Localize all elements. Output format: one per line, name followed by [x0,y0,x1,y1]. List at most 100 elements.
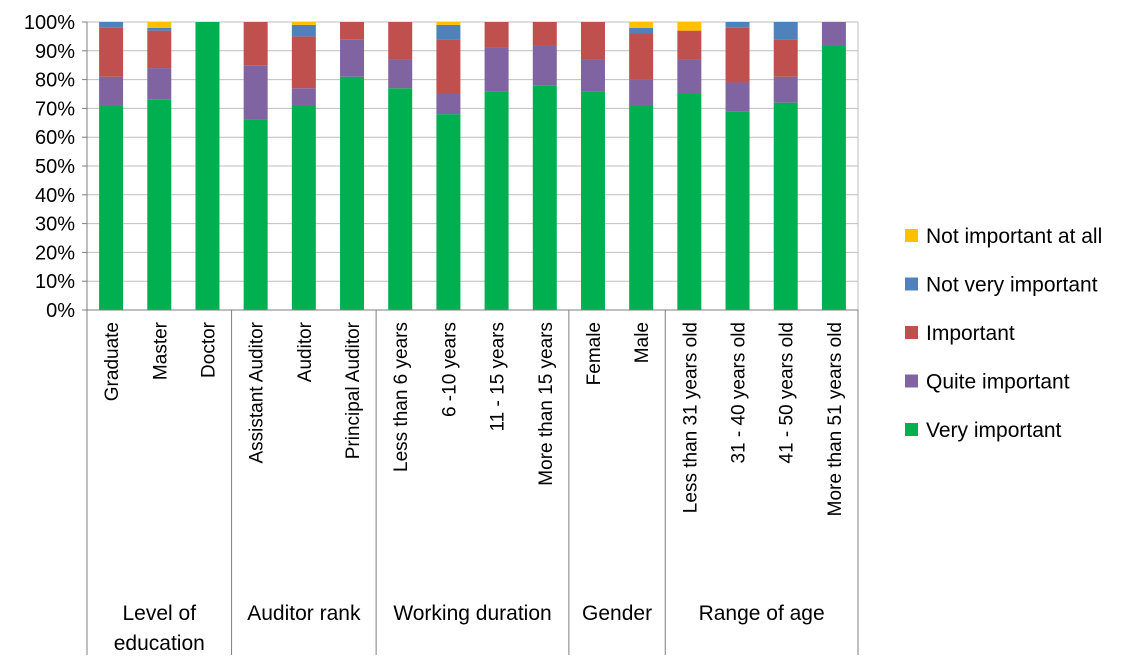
legend-label: Quite important [926,371,1070,394]
bar-segment [147,99,172,310]
bar-segment [773,102,798,310]
bar-segment [147,68,172,100]
bar-segment [580,91,605,311]
bar-segment [773,76,798,103]
bar-segment [677,22,702,31]
category-label: Principal Auditor [343,321,364,459]
category-label: Assistant Auditor [247,321,268,463]
y-tick-label: 20% [35,242,75,264]
bar-segment [677,94,702,310]
legend-swatch [905,374,918,388]
y-tick-label: 70% [35,98,75,120]
category-label: 41 - 50 years old [777,322,798,464]
bar-segment [677,30,702,60]
category-label: Auditor [295,321,316,382]
category-label: Less than 31 years old [680,322,701,513]
legend-label: Not important at all [926,225,1102,248]
bar-segment [291,22,316,25]
category-label: Master [150,321,171,380]
y-tick-label: 30% [35,214,75,236]
bars [99,22,846,311]
legend-swatch [905,277,918,291]
legend-swatch [905,326,918,339]
legend-label: Very important [926,419,1062,442]
bar-segment [340,39,365,77]
bar-segment [388,88,413,311]
bar-segment [629,27,654,34]
bar-segment [773,22,798,40]
y-tick-label: 90% [35,41,75,63]
bar-segment [580,59,605,92]
bar-segment [195,22,220,310]
bar-segment [436,24,461,40]
bar-segment [99,22,124,28]
legend-swatch [905,229,918,242]
category-label: More than 15 years [536,322,557,486]
bar-segment [725,22,750,28]
category-label: Doctor [198,321,219,378]
bar-segment [580,22,605,60]
axes: 0% 10% 20% 30% 40% 50% 60% 70% 80% 90% 100% Level o… [24,12,859,655]
y-tick-label: 10% [35,271,75,293]
legend-swatch [905,423,918,436]
category-label: Less than 6 years [391,322,412,472]
bar-segment [147,22,172,28]
legend: Not important at all Not very important Im… [905,225,1102,442]
group-label: Gender [582,602,652,625]
bar-segment [821,22,846,46]
bar-segment [291,88,316,106]
legend-label: Important [926,322,1015,345]
bar-segment [725,82,750,112]
bar-segment [773,39,798,77]
bar-segment [484,22,509,48]
category-label: 31 - 40 years old [729,322,750,464]
bar-segment [484,91,509,311]
bar-segment [725,111,750,310]
group-label: education [114,632,205,655]
bar-segment [243,65,268,120]
bar-segment [629,79,654,106]
bar-segment [677,59,702,94]
bar-segment [388,22,413,60]
y-tick-label: 80% [35,70,75,92]
bar-segment [340,22,365,40]
bar-segment [243,22,268,66]
bar-segment [484,47,509,92]
category-label: 6 -10 years [439,322,460,417]
y-tick-label: 40% [35,185,75,207]
bar-segment [725,27,750,83]
bar-segment [629,22,654,28]
bar-segment [629,105,654,311]
y-tick-label: 0% [46,300,75,322]
bar-segment [436,114,461,310]
bar-segment [436,94,461,115]
bar-segment [147,27,172,31]
y-tick-label: 100% [24,12,75,34]
category-label: More than 51 years old [825,322,846,516]
bar-segment [388,59,413,89]
category-label: Graduate [102,322,123,401]
bar-segment [629,33,654,80]
category-label: 11 - 15 years [488,322,509,431]
group-label: Level of [123,602,197,625]
bar-segment [99,27,124,77]
category-label: Female [584,322,605,385]
legend-label: Not very important [926,274,1098,297]
bar-segment [821,45,846,310]
bar-segment [532,85,557,310]
y-tick-label: 50% [35,156,75,178]
bar-segment [147,30,172,69]
group-label: Auditor rank [247,602,361,625]
bar-segment [99,105,124,311]
bar-segment [99,76,124,106]
y-tick-label: 60% [35,127,75,149]
bar-segment [436,39,461,94]
bar-segment [291,36,316,89]
bar-segment [340,76,365,310]
bar-segment [532,22,557,46]
category-label: Male [632,322,653,363]
bar-segment [291,105,316,311]
group-label: Range of age [699,602,825,625]
